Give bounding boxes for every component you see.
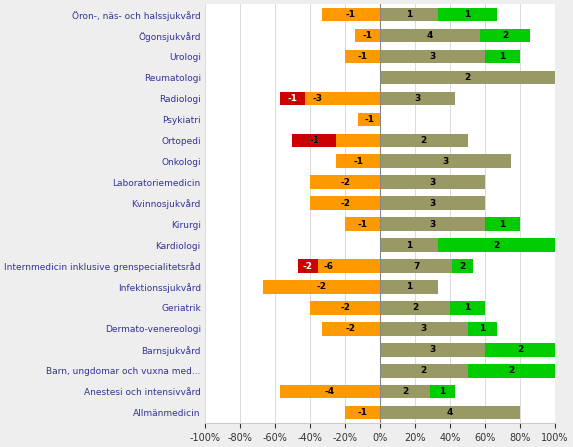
Text: 2: 2 (402, 387, 408, 396)
Bar (380, 385, 430, 398)
Bar (345, 50, 380, 63)
Text: 3: 3 (442, 157, 449, 166)
Bar (345, 217, 380, 231)
Text: 2: 2 (502, 31, 508, 40)
Bar (380, 71, 555, 84)
Bar (380, 50, 485, 63)
Bar (380, 238, 438, 252)
Text: -2: -2 (346, 325, 356, 333)
Bar (280, 92, 305, 105)
Bar (438, 8, 497, 21)
Bar (318, 259, 380, 273)
Bar (380, 196, 485, 210)
Text: -2: -2 (340, 178, 350, 187)
Text: -2: -2 (317, 283, 327, 291)
Bar (310, 175, 380, 189)
Bar (380, 92, 455, 105)
Bar (380, 8, 438, 21)
Bar (321, 8, 380, 21)
Bar (380, 259, 452, 273)
Text: -1: -1 (288, 94, 297, 103)
Text: 1: 1 (439, 387, 446, 396)
Text: 2: 2 (412, 304, 418, 312)
Text: 1: 1 (406, 283, 413, 291)
Text: -1: -1 (358, 52, 367, 61)
Text: 2: 2 (493, 240, 500, 249)
Bar (380, 280, 438, 294)
Bar (297, 259, 318, 273)
Text: -1: -1 (358, 408, 367, 417)
Bar (310, 196, 380, 210)
Text: -3: -3 (312, 94, 323, 103)
Bar (380, 322, 468, 336)
Bar (380, 134, 468, 147)
Bar (380, 343, 485, 357)
Text: -1: -1 (363, 31, 372, 40)
Text: -1: -1 (358, 219, 367, 228)
Text: 2: 2 (508, 366, 515, 375)
Bar (485, 343, 555, 357)
Text: 1: 1 (500, 219, 506, 228)
Text: 3: 3 (429, 178, 435, 187)
Bar (380, 406, 520, 419)
Bar (321, 322, 380, 336)
Bar (380, 301, 450, 315)
Text: 3: 3 (414, 94, 421, 103)
Bar (450, 301, 485, 315)
Bar (430, 385, 455, 398)
Bar (358, 113, 380, 126)
Text: 3: 3 (429, 52, 435, 61)
Bar (380, 364, 468, 378)
Text: 1: 1 (406, 10, 413, 19)
Text: 2: 2 (517, 345, 523, 354)
Text: -2: -2 (340, 198, 350, 208)
Bar (468, 364, 555, 378)
Bar (438, 238, 555, 252)
Text: -1: -1 (364, 115, 374, 124)
Bar (380, 217, 485, 231)
Text: 4: 4 (427, 31, 433, 40)
Text: 1: 1 (500, 52, 506, 61)
Text: 1: 1 (479, 325, 485, 333)
Bar (336, 155, 380, 168)
Text: 3: 3 (429, 219, 435, 228)
Bar (264, 280, 380, 294)
Text: 3: 3 (421, 325, 427, 333)
Bar (305, 92, 380, 105)
Text: 4: 4 (447, 408, 453, 417)
Bar (336, 134, 380, 147)
Text: -1: -1 (309, 136, 319, 145)
Text: -1: -1 (353, 157, 363, 166)
Text: 3: 3 (429, 345, 435, 354)
Bar (452, 259, 473, 273)
Bar (345, 406, 380, 419)
Text: -4: -4 (325, 387, 335, 396)
Bar (355, 29, 380, 42)
Text: -1: -1 (309, 136, 319, 145)
Text: -2: -2 (340, 304, 350, 312)
Bar (310, 301, 380, 315)
Text: 2: 2 (465, 73, 470, 82)
Bar (380, 29, 480, 42)
Text: 1: 1 (465, 304, 470, 312)
Bar (468, 322, 497, 336)
Text: -2: -2 (303, 261, 313, 270)
Text: 2: 2 (460, 261, 465, 270)
Text: 1: 1 (465, 10, 470, 19)
Text: -6: -6 (324, 261, 333, 270)
Text: 3: 3 (429, 198, 435, 208)
Bar (292, 134, 336, 147)
Bar (380, 155, 511, 168)
Bar (280, 385, 380, 398)
Text: 1: 1 (406, 240, 413, 249)
Bar (485, 50, 520, 63)
Text: 2: 2 (421, 366, 427, 375)
Text: 7: 7 (413, 261, 419, 270)
Bar (480, 29, 530, 42)
Text: -1: -1 (346, 10, 356, 19)
Text: 2: 2 (421, 136, 427, 145)
Bar (485, 217, 520, 231)
Bar (380, 175, 485, 189)
